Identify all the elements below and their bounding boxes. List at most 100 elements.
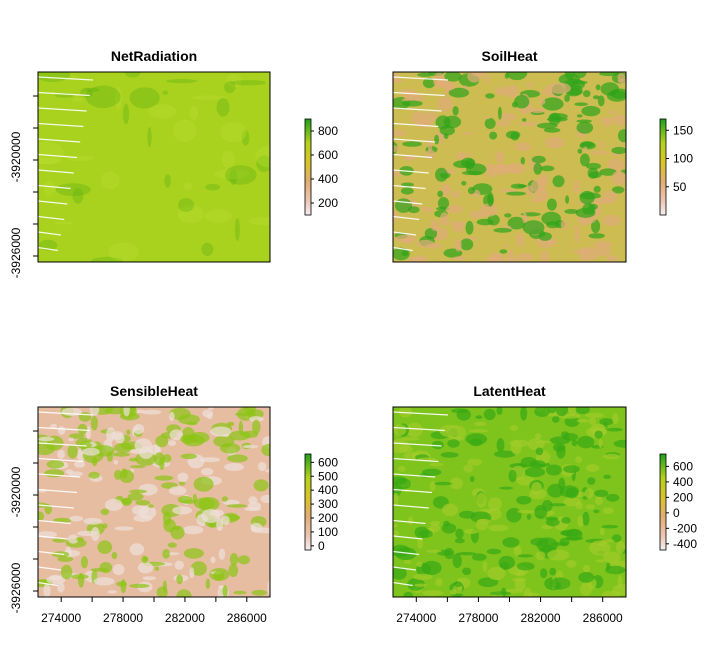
raster-patch xyxy=(459,238,474,251)
raster-patch xyxy=(479,203,498,217)
raster-patch xyxy=(487,566,506,581)
raster-patch xyxy=(572,225,580,230)
raster-patch xyxy=(180,453,197,460)
raster-patch xyxy=(483,408,496,421)
raster-patch xyxy=(71,97,84,102)
raster-patch xyxy=(205,578,211,590)
raster-patch xyxy=(102,523,108,529)
raster-patch xyxy=(138,561,154,574)
raster-patch xyxy=(495,86,510,97)
raster-patch xyxy=(502,537,520,548)
raster-patch xyxy=(476,492,487,508)
raster-patch xyxy=(179,480,186,486)
raster-patch xyxy=(229,553,239,566)
raster-patch xyxy=(418,529,433,538)
scan-stripe xyxy=(393,200,423,205)
y-tick-label: -3926000 xyxy=(9,562,23,613)
raster-patch xyxy=(429,523,441,532)
legend-tick-label: 600 xyxy=(318,455,338,469)
raster-patch xyxy=(552,175,565,188)
raster-patch xyxy=(67,444,78,459)
raster-patch xyxy=(180,434,198,444)
raster-patch xyxy=(509,439,530,447)
raster-patch xyxy=(485,116,491,120)
legend-tick-label: 300 xyxy=(318,497,338,511)
raster-patch xyxy=(52,538,67,543)
legend-tick-label: 200 xyxy=(318,196,338,210)
raster-patch xyxy=(224,81,236,94)
raster-patch xyxy=(540,250,550,262)
raster-patch xyxy=(534,433,542,439)
raster-patch xyxy=(441,183,451,196)
raster-patch xyxy=(227,454,248,463)
legend-tick-label: 400 xyxy=(673,475,693,489)
raster-patch xyxy=(503,244,509,248)
raster-patch xyxy=(616,540,625,554)
raster-patch xyxy=(497,106,502,120)
raster-patch xyxy=(121,498,132,507)
raster-patch xyxy=(549,503,566,507)
scan-stripe xyxy=(393,473,436,478)
scan-stripe xyxy=(38,246,58,252)
raster-patch xyxy=(478,577,499,587)
raster-patch xyxy=(401,100,423,107)
raster-patch xyxy=(222,433,230,437)
legend-tick-label: 100 xyxy=(673,152,693,166)
raster-patch xyxy=(611,170,626,186)
raster-patch xyxy=(439,424,460,437)
raster-patch xyxy=(540,165,555,172)
raster-patch xyxy=(556,445,566,459)
legend-tick-label: 200 xyxy=(673,490,693,504)
raster-patch xyxy=(509,425,519,431)
raster-patch xyxy=(97,540,113,554)
raster-patch xyxy=(573,179,580,194)
raster-patch xyxy=(576,119,592,123)
raster-patch xyxy=(576,121,594,134)
raster-patch xyxy=(170,525,185,540)
raster-patch xyxy=(545,518,560,527)
raster-patch xyxy=(536,537,558,553)
raster-patch xyxy=(527,438,545,451)
scan-stripe xyxy=(393,169,429,174)
raster-patch xyxy=(517,554,534,558)
raster-patch xyxy=(536,440,552,444)
raster-patch xyxy=(484,118,496,129)
raster-patch xyxy=(561,219,567,230)
x-tick-label: 278000 xyxy=(458,611,498,625)
raster-patch xyxy=(183,182,193,191)
raster-patch xyxy=(228,430,251,441)
raster-patch xyxy=(393,129,407,137)
raster-patch xyxy=(222,585,228,597)
raster-patch xyxy=(128,457,138,462)
raster-patch xyxy=(221,496,228,502)
raster-patch xyxy=(496,121,511,127)
raster-patch xyxy=(219,443,241,454)
raster-patch xyxy=(401,182,414,187)
raster-patch xyxy=(493,227,512,233)
raster-patch xyxy=(142,576,157,581)
scan-stripe xyxy=(38,426,90,432)
raster-patch xyxy=(258,461,267,472)
raster-patch xyxy=(599,168,617,176)
raster-patch xyxy=(411,111,426,125)
scan-stripe xyxy=(393,76,449,81)
raster-patch xyxy=(514,95,530,109)
raster-patch xyxy=(603,190,618,204)
raster-patch xyxy=(588,233,605,239)
raster-image xyxy=(38,407,270,597)
scan-stripe xyxy=(38,200,68,205)
scan-stripe xyxy=(38,153,78,159)
raster-patch xyxy=(469,438,483,447)
raster-patch xyxy=(440,452,459,458)
raster-patch xyxy=(575,407,590,415)
raster-patch xyxy=(430,520,441,526)
raster-patch xyxy=(602,214,621,227)
raster-patch xyxy=(546,239,558,245)
raster-patch xyxy=(476,518,491,524)
raster-patch xyxy=(595,84,601,91)
scan-stripe xyxy=(38,550,65,556)
raster-patch xyxy=(213,570,225,581)
legend-tick-label: 0 xyxy=(673,506,680,520)
raster-patch xyxy=(549,82,571,94)
